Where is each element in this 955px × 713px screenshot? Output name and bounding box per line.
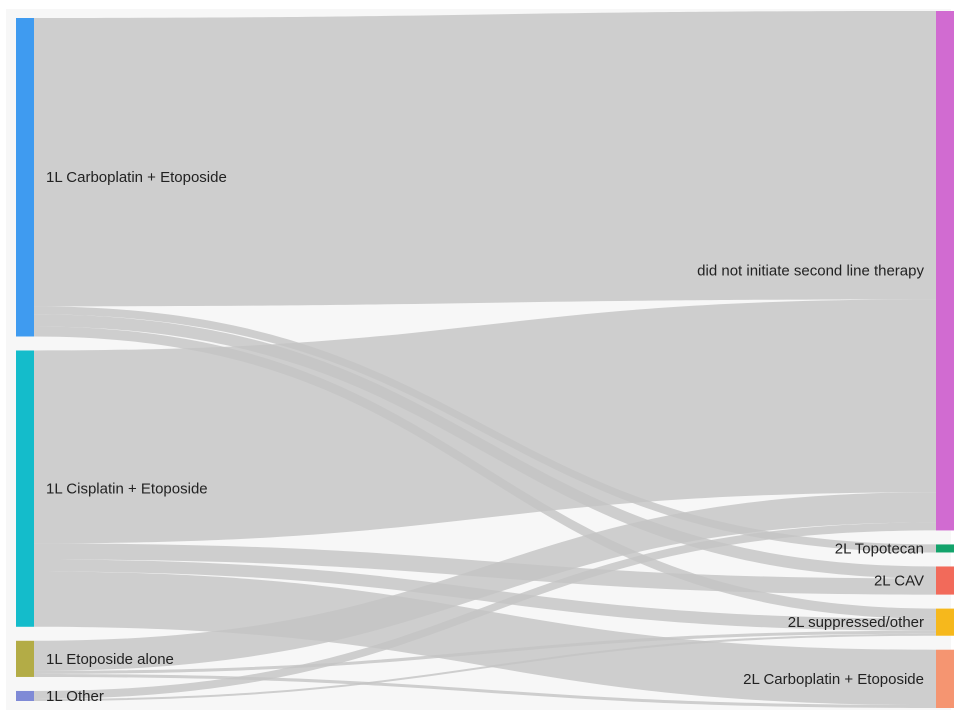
link-1l-other-to-2l-suppressed-other[interactable] [34, 633, 936, 701]
label-2l-topotecan: 2L Topotecan [835, 540, 924, 557]
label-2l-suppressed-other: 2L suppressed/other [788, 614, 924, 631]
label-1l-cisplatin-etoposide: 1L Cisplatin + Etoposide [46, 481, 208, 498]
label-2l-cav: 2L CAV [874, 573, 924, 590]
node-2l-carboplatin-etoposide[interactable] [936, 649, 954, 708]
link-1l-etoposide-alone-to-did-not-initiate-second-line-therapy[interactable] [34, 492, 936, 671]
labels-layer: 1L Carboplatin + Etoposide 1L Cisplatin +… [46, 169, 924, 705]
node-1l-other[interactable] [16, 690, 34, 701]
node-2l-suppressed-other[interactable] [936, 608, 954, 636]
link-1l-etoposide-alone-to-2l-carboplatin-etoposide[interactable] [34, 673, 936, 708]
label-1l-etoposide-alone: 1L Etoposide alone [46, 651, 174, 668]
label-did-not-initiate-second-line-therapy: did not initiate second line therapy [697, 263, 924, 280]
link-1l-cisplatin-etoposide-to-2l-carboplatin-etoposide[interactable] [34, 571, 936, 705]
node-2l-topotecan[interactable] [936, 544, 954, 553]
nodes-layer [16, 11, 954, 708]
link-1l-carboplatin-etoposide-to-did-not-initiate-second-line-therapy[interactable] [34, 11, 936, 307]
link-1l-other-to-did-not-initiate-second-line-therapy[interactable] [34, 522, 936, 699]
node-1l-cisplatin-etoposide[interactable] [16, 350, 34, 627]
label-1l-carboplatin-etoposide: 1L Carboplatin + Etoposide [46, 169, 227, 186]
node-1l-carboplatin-etoposide[interactable] [16, 18, 34, 337]
node-2l-cav[interactable] [936, 566, 954, 595]
node-did-not-initiate-second-line-therapy[interactable] [936, 11, 954, 531]
links-layer [34, 11, 936, 708]
link-1l-cisplatin-etoposide-to-did-not-initiate-second-line-therapy[interactable] [34, 299, 936, 544]
link-1l-etoposide-alone-to-2l-suppressed-other[interactable] [34, 630, 936, 674]
label-1l-other: 1L Other [46, 688, 104, 705]
node-1l-etoposide-alone[interactable] [16, 640, 34, 677]
label-2l-carboplatin-etoposide: 2L Carboplatin + Etoposide [743, 671, 924, 688]
